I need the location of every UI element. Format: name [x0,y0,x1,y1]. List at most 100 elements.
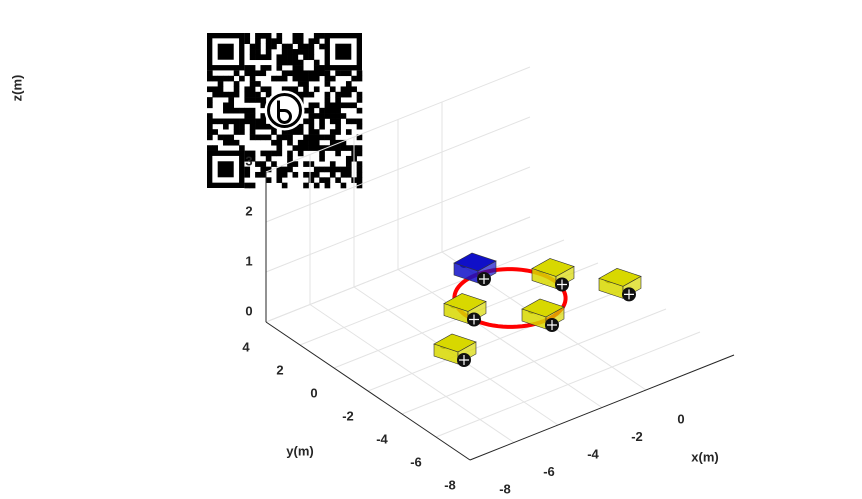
qr-module [325,97,331,103]
qr-module [271,140,277,146]
qr-module [282,70,288,76]
qr-module [330,135,336,141]
qr-module [287,156,293,162]
qr-module [287,70,293,76]
qr-module [266,156,272,162]
qr-module [335,167,341,173]
qr-module [303,86,309,92]
qr-module [234,119,240,125]
qr-module [357,70,363,76]
qr-module [239,145,245,151]
qr-module [255,38,261,44]
y-tick-label: 4 [242,339,250,354]
qr-module [266,38,272,44]
qr-module [357,108,363,114]
qr-module [250,135,256,141]
qr-module [346,172,352,178]
qr-module [271,38,277,44]
qr-module [298,129,304,135]
qr-module [271,76,277,82]
qr-module [346,129,352,135]
qr-module [341,102,347,108]
qr-module [314,172,320,178]
qr-module [357,119,363,125]
qr-module [357,76,363,82]
qr-module [223,119,229,125]
qr-module [335,70,341,76]
qr-module [303,161,309,167]
qr-module [309,49,315,55]
qr-module [228,102,234,108]
qr-module [276,140,282,146]
qr-module [298,33,304,39]
qr-module [325,70,331,76]
qr-module [298,140,304,146]
qr-module [218,86,224,92]
qr-module [260,161,266,167]
qr-module [244,33,250,39]
qr-module [346,81,352,87]
qr-module [319,33,325,39]
qr-module [303,145,309,151]
qr-module [346,70,352,76]
qr-module [223,76,229,82]
qr-module [335,113,341,119]
qr-module [250,76,256,82]
qr-module [282,49,288,55]
y-tick-label: -6 [410,454,422,469]
qr-module [250,108,256,114]
qr-module [335,145,341,151]
qr-module [287,49,293,55]
qr-module [250,129,256,135]
qr-module [207,135,213,141]
qr-module [319,119,325,125]
qr-module [293,65,299,71]
qr-module [266,65,272,71]
qr-module [314,33,320,39]
qr-module [250,113,256,119]
qr-module [351,102,357,108]
qr-module [309,135,315,141]
qr-module [250,70,256,76]
qr-module [287,135,293,141]
qr-module [309,124,315,130]
qr-module [244,70,250,76]
qr-module [239,129,245,135]
qr-module [293,49,299,55]
qr-module [260,86,266,92]
qr-module [271,151,277,157]
qr-module [309,119,315,125]
qr-module [234,140,240,146]
qr-module [335,124,341,130]
qr-module [314,113,320,119]
qr-module [319,65,325,71]
qr-module [287,44,293,50]
qr-module [335,97,341,103]
y-tick-label: -4 [376,431,388,446]
qr-module [250,124,256,130]
qr-module [335,119,341,125]
qr-module [287,54,293,60]
qr-module [234,129,240,135]
qr-module [309,44,315,50]
qr-module [319,135,325,141]
qr-module [250,92,256,98]
qr-module [239,108,245,114]
qr-module [309,177,315,183]
qr-module [260,65,266,71]
qr-module [255,70,261,76]
qr-module [276,135,282,141]
qr-module [330,113,336,119]
qr-module [212,145,218,151]
qr-module [234,81,240,87]
qr-module [228,92,234,98]
qr-module [276,76,282,82]
qr-module [303,140,309,146]
qr-module [287,151,293,157]
qr-module [309,161,315,167]
qr-module [330,108,336,114]
qr-module [244,65,250,71]
z-tick-label: 3 [245,153,252,168]
qr-module [314,86,320,92]
qr-module [228,108,234,114]
